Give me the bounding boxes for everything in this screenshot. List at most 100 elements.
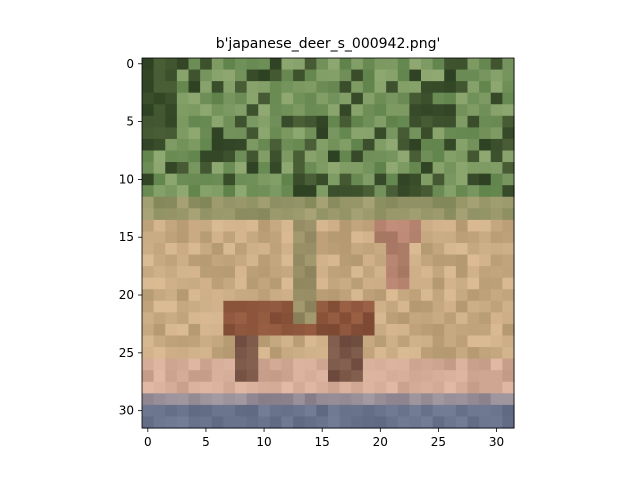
image-pixel [432,300,445,313]
image-pixel [304,323,317,337]
image-pixel [246,358,259,371]
image-pixel [351,243,364,256]
image-pixel [176,300,190,313]
image-pixel [351,416,364,429]
image-pixel [467,300,480,313]
image-pixel [142,254,155,267]
image-pixel [351,312,364,325]
image-pixel [328,370,341,383]
image-pixel [176,196,190,209]
image-pixel [339,104,352,117]
image-pixel [409,185,422,198]
image-pixel [397,127,410,140]
image-pixel [432,277,445,290]
image-pixel [467,69,480,82]
image-pixel [176,335,190,348]
image-pixel [246,300,259,313]
image-pixel [269,404,283,418]
image-pixel [351,69,364,82]
image-pixel [362,393,376,406]
image-pixel [188,138,201,152]
image-pixel [235,196,248,209]
image-pixel [467,393,480,406]
image-pixel [374,289,387,302]
image-pixel [409,254,422,267]
image-pixel [490,404,503,418]
image-pixel [444,347,457,360]
image-pixel [165,300,178,313]
image-pixel [467,138,480,152]
image-pixel [258,381,271,394]
image-pixel [246,185,259,198]
image-pixel [421,115,434,128]
image-pixel [165,312,178,325]
image-pixel [490,92,503,105]
image-pixel [374,300,387,313]
image-pixel [165,196,178,209]
image-pixel [293,162,306,175]
image-pixel [386,196,399,209]
image-pixel [258,196,271,209]
image-pixel [258,58,271,71]
image-pixel [293,323,306,337]
image-pixel [165,393,178,406]
image-pixel [293,347,306,360]
image-pixel [386,381,399,394]
image-pixel [479,173,492,186]
image-pixel [467,266,480,279]
image-pixel [467,185,480,198]
x-tick-label: 30 [489,435,504,449]
image-pixel [386,254,399,267]
image-pixel [386,150,399,163]
image-pixel [293,150,306,163]
image-pixel [467,277,480,290]
image-pixel [304,208,317,221]
image-pixel [467,115,480,128]
image-pixel [211,381,224,394]
image-pixel [142,404,155,418]
image-pixel [153,162,166,175]
image-pixel [153,404,166,418]
image-pixel [502,208,515,221]
image-pixel [246,115,259,128]
image-pixel [444,381,457,394]
image-pixel [455,289,469,302]
image-pixel [235,404,248,418]
image-pixel [409,300,422,313]
image-pixel [502,358,515,371]
image-pixel [490,416,503,429]
image-pixel [223,150,236,163]
image-pixel [211,347,224,360]
image-pixel [351,150,364,163]
image-pixel [246,266,259,279]
image-pixel [386,115,399,128]
image-pixel [258,185,271,198]
image-pixel [421,231,434,244]
image-pixel [386,289,399,302]
image-pixel [258,115,271,128]
image-pixel [409,381,422,394]
image-pixel [455,358,469,371]
y-tick-label: 20 [119,288,134,302]
image-pixel [281,208,294,221]
image-pixel [293,243,306,256]
image-pixel [235,219,248,233]
image-pixel [304,92,317,105]
image-pixel [246,323,259,337]
image-pixel [235,69,248,82]
image-pixel [269,81,283,94]
x-tick-label: 20 [373,435,388,449]
image-pixel [432,173,445,186]
image-pixel [142,208,155,221]
image-pixel [409,323,422,337]
image-pixel [165,115,178,128]
image-pixel [176,323,190,337]
image-pixel [386,347,399,360]
image-pixel [386,162,399,175]
image-pixel [374,404,387,418]
image-pixel [386,243,399,256]
image-pixel [502,266,515,279]
image-pixel [409,219,422,233]
image-pixel [444,58,457,71]
image-pixel [351,185,364,198]
